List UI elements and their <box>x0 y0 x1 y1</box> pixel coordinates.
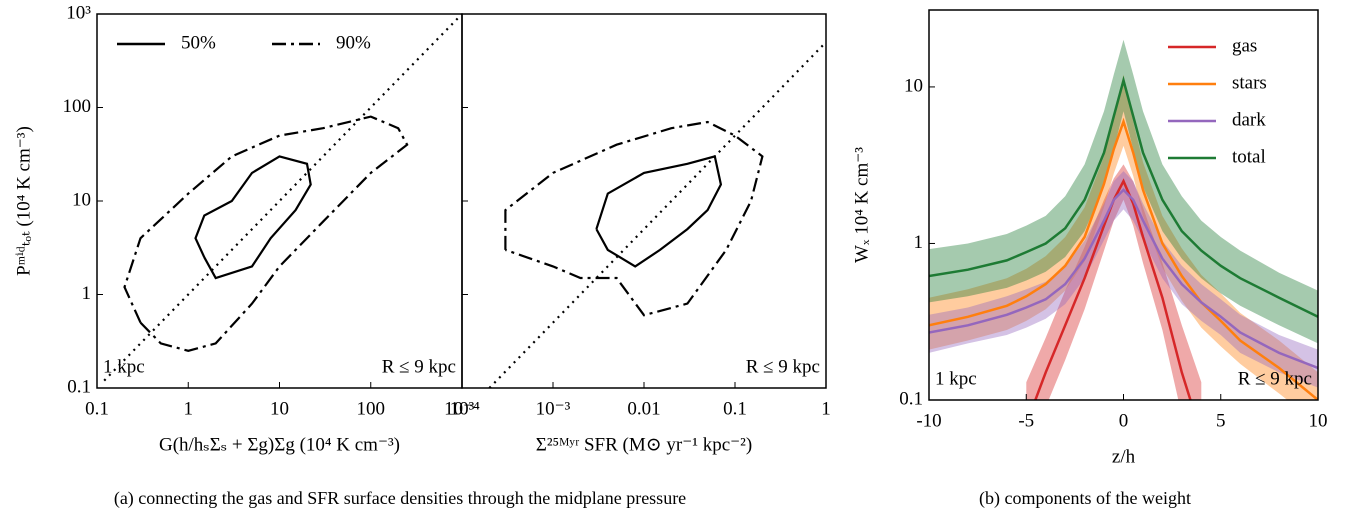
annotation: 1 kpc <box>935 368 977 389</box>
x-axis-label: Σ²⁵ᴹʸʳ SFR (M⊙ yr⁻¹ kpc⁻²) <box>536 434 752 455</box>
axes-frame <box>461 13 827 389</box>
band <box>929 74 1318 400</box>
contour-line <box>103 14 462 382</box>
y-tick-label: 1 <box>914 232 924 253</box>
x-tick-label: 5 <box>1216 410 1226 431</box>
y-tick-label: 10³ <box>66 2 91 23</box>
series-line <box>929 117 1318 400</box>
contour-line <box>123 115 409 352</box>
y-axis-label: Wₓ 10⁴ K cm⁻³ <box>851 147 872 263</box>
x-tick-label: -10 <box>916 410 941 431</box>
annotation: 1 kpc <box>103 356 145 377</box>
x-tick-label: 0.1 <box>723 398 747 419</box>
x-tick-label: 0.01 <box>627 398 660 419</box>
legend-label: gas <box>1232 35 1257 56</box>
y-tick-label: 1 <box>82 283 92 304</box>
contour-line <box>194 155 312 280</box>
x-tick-label: 100 <box>357 398 386 419</box>
legend-label: total <box>1232 146 1266 167</box>
x-tick-label: 10³ <box>450 398 475 419</box>
band <box>929 39 1318 344</box>
caption: (a) connecting the gas and SFR surface d… <box>114 488 686 509</box>
axes-frame <box>96 13 463 389</box>
series-line <box>1034 178 1192 400</box>
x-tick-label: 10 <box>1309 410 1328 431</box>
legend-label: dark <box>1232 109 1266 130</box>
caption: (b) components of the weight <box>979 488 1191 509</box>
y-tick-label: 100 <box>63 96 92 117</box>
band <box>1026 164 1202 400</box>
x-tick-label: 0 <box>1119 410 1129 431</box>
x-axis-label: z/h <box>1112 446 1136 467</box>
x-tick-label: 10 <box>270 398 289 419</box>
legend-label: 90% <box>336 32 371 53</box>
x-tick-label: -5 <box>1018 410 1034 431</box>
y-tick-label: 0.1 <box>899 388 923 409</box>
band <box>929 171 1318 388</box>
plot-area <box>103 14 462 382</box>
x-tick-label: 0.1 <box>85 398 109 419</box>
annotation: R ≤ 9 kpc <box>746 356 820 377</box>
y-tick-label: 10 <box>904 75 923 96</box>
y-tick-label: 10 <box>72 189 91 210</box>
x-tick-label: 1 <box>821 398 831 419</box>
x-axis-label: G(h/hₛΣₛ + Σg)Σg (10⁴ K cm⁻³) <box>159 434 400 455</box>
axes-frame <box>928 9 1319 401</box>
legend-label: 50% <box>181 32 216 53</box>
y-axis-label: Pᵐⁱᵈₜₒₜ (10⁴ K cm⁻³) <box>13 126 34 276</box>
y-tick-label: 0.1 <box>67 376 91 397</box>
x-tick-label: 1 <box>184 398 194 419</box>
series-line <box>929 75 1318 318</box>
contour-line <box>488 41 826 388</box>
contour-line <box>595 155 723 268</box>
annotation: R ≤ 9 kpc <box>1238 368 1312 389</box>
annotation: R ≤ 9 kpc <box>382 356 456 377</box>
series-line <box>929 188 1318 370</box>
x-tick-label: 10⁻³ <box>536 398 571 419</box>
x-tick-label: 10⁻⁴ <box>444 398 480 419</box>
legend-label: stars <box>1232 72 1267 93</box>
plot-area <box>929 39 1318 400</box>
contour-line <box>504 120 764 317</box>
plot-area <box>488 41 826 388</box>
